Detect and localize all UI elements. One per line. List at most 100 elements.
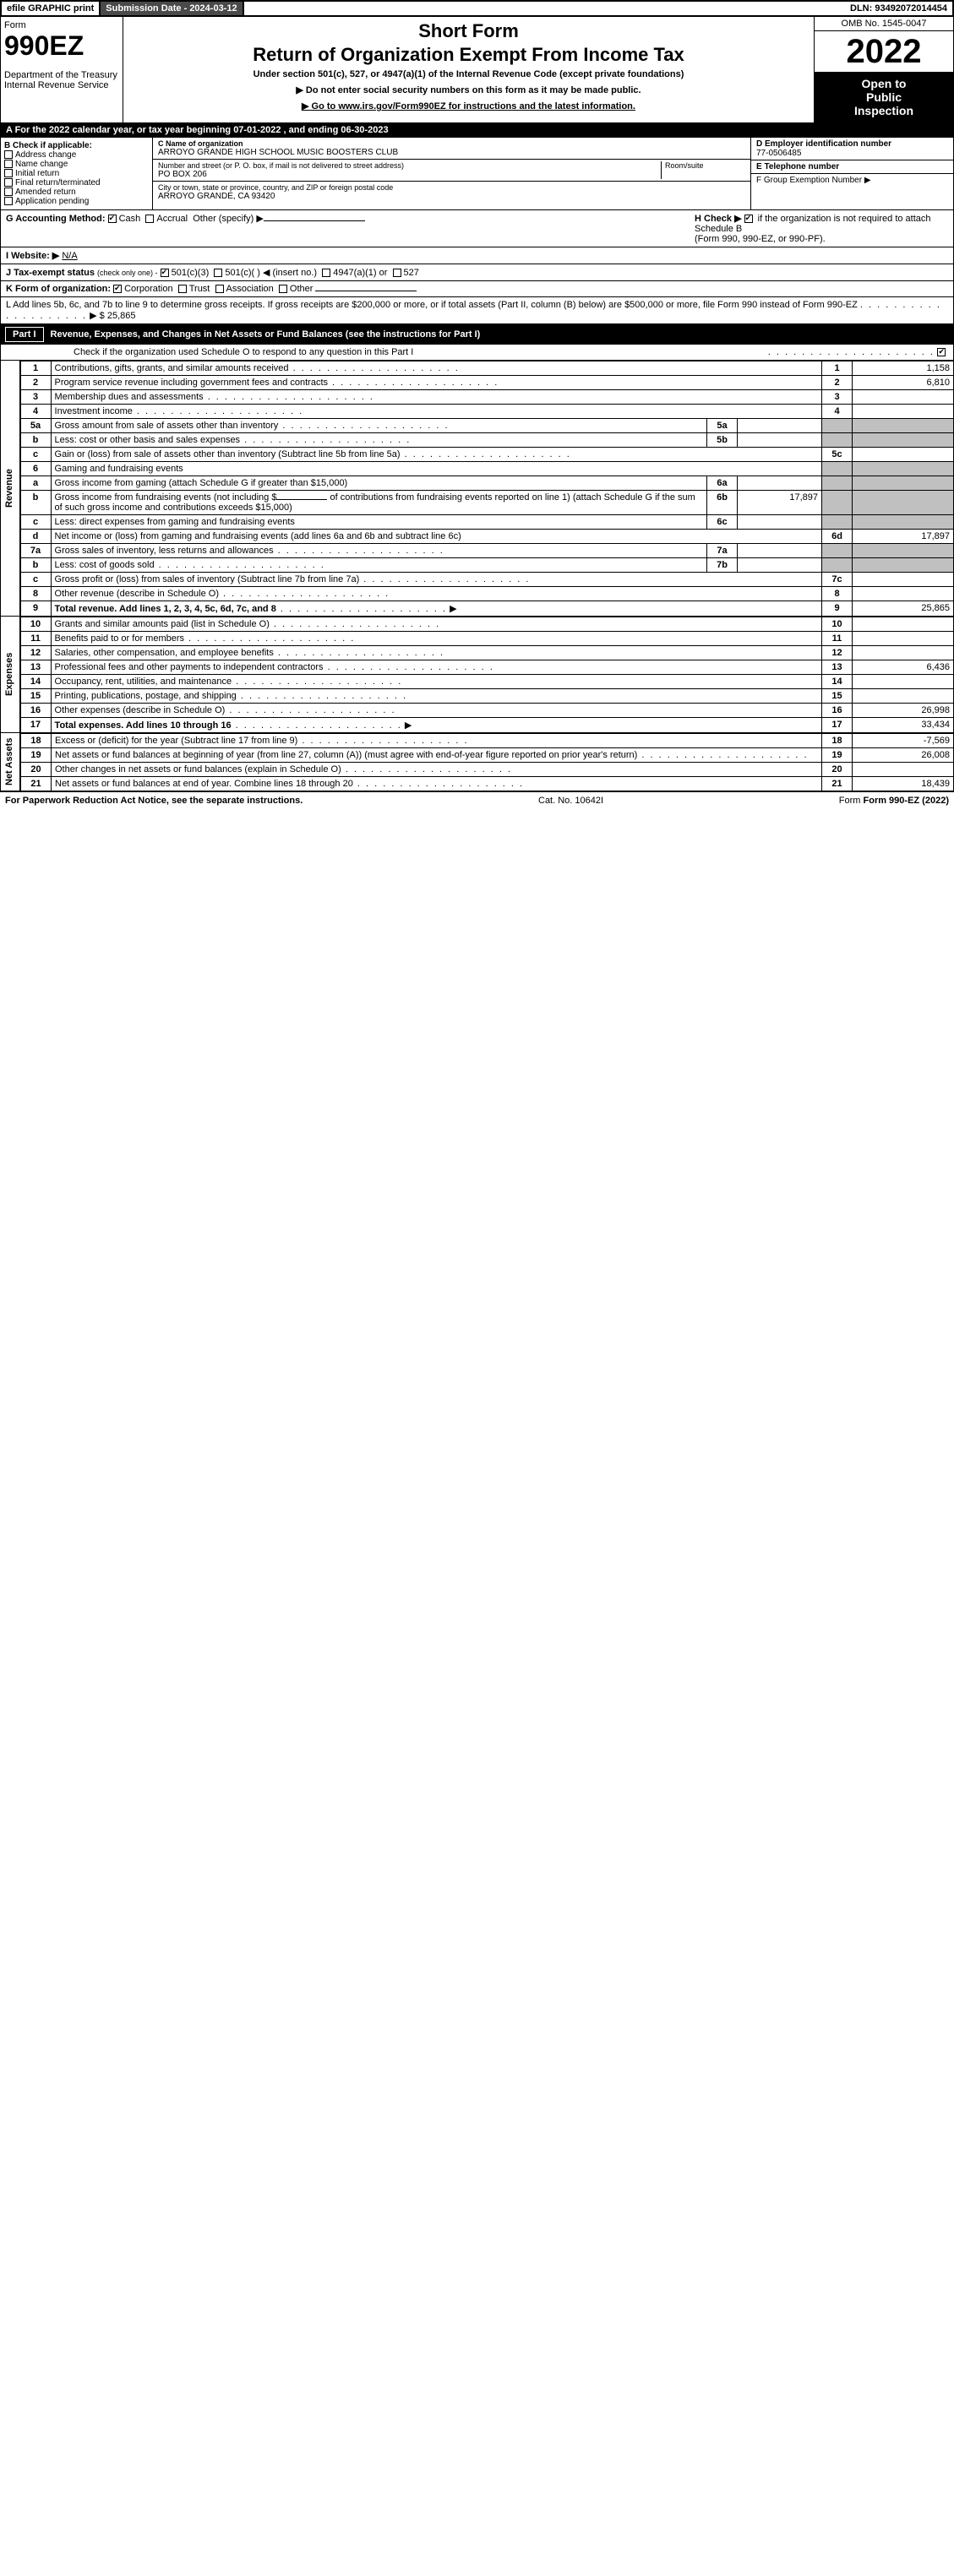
part-1-check-o: Check if the organization used Schedule … [0, 345, 954, 361]
form-label: Form [4, 20, 119, 30]
h-check[interactable] [744, 215, 753, 223]
c-street-value: PO BOX 206 [158, 170, 661, 179]
section-bcd: B Check if applicable: Address change Na… [0, 138, 954, 210]
line-17: 17Total expenses. Add lines 10 through 1… [20, 718, 953, 733]
c-room-label: Room/suite [665, 161, 745, 170]
g-cash-check[interactable] [108, 215, 117, 223]
k-assoc-check[interactable] [215, 285, 224, 293]
c-street-cell: Number and street (or P. O. box, if mail… [153, 160, 750, 182]
g-label: G Accounting Method: [6, 214, 106, 224]
j-label: J Tax-exempt status [6, 268, 95, 278]
header-right: OMB No. 1545-0047 2022 Open to Public In… [814, 17, 953, 122]
part-1-label: Part I [5, 327, 44, 342]
instr-ssn: ▶ Do not enter social security numbers o… [127, 84, 810, 95]
title-return: Return of Organization Exempt From Incom… [127, 44, 810, 66]
line-6d: dNet income or (loss) from gaming and fu… [20, 530, 953, 544]
c-name-label: C Name of organization [158, 139, 745, 148]
line-2: 2Program service revenue including gover… [20, 376, 953, 390]
d-ein-value: 77-0506485 [756, 149, 948, 158]
top-bar: efile GRAPHIC print Submission Date - 20… [0, 0, 954, 17]
line-6c: cLess: direct expenses from gaming and f… [20, 515, 953, 530]
subtitle: Under section 501(c), 527, or 4947(a)(1)… [127, 69, 810, 79]
h-schedule-b: H Check ▶ if the organization is not req… [695, 213, 948, 244]
b-opt-initial[interactable]: Initial return [4, 169, 149, 178]
row-a-tax-year: A For the 2022 calendar year, or tax yea… [0, 123, 954, 138]
line-11: 11Benefits paid to or for members11 [20, 632, 953, 646]
form-number: 990EZ [4, 30, 119, 62]
line-15: 15Printing, publications, postage, and s… [20, 689, 953, 704]
part-1-checkbox[interactable] [937, 348, 946, 356]
i-value: N/A [62, 251, 77, 261]
g-accrual-check[interactable] [145, 215, 154, 223]
netassets-table: 18Excess or (deficit) for the year (Subt… [20, 733, 954, 791]
j-501c3-check[interactable] [161, 269, 169, 277]
g-other-input[interactable] [264, 220, 365, 221]
expenses-table: 10Grants and similar amounts paid (list … [20, 617, 954, 733]
expenses-section: Expenses 10Grants and similar amounts pa… [0, 617, 954, 733]
line-21: 21Net assets or fund balances at end of … [21, 777, 954, 791]
col-c-org-info: C Name of organization ARROYO GRANDE HIG… [153, 138, 750, 209]
open-line-3: Inspection [818, 104, 950, 117]
header-left: Form 990EZ Department of the Treasury In… [1, 17, 123, 122]
side-expenses: Expenses [0, 617, 20, 733]
c-city-label: City or town, state or province, country… [158, 183, 745, 192]
line-16: 16Other expenses (describe in Schedule O… [20, 704, 953, 718]
k-other-check[interactable] [279, 285, 287, 293]
part-1-header: Part I Revenue, Expenses, and Changes in… [0, 324, 954, 345]
line-4: 4Investment income4 [20, 405, 953, 419]
side-revenue: Revenue [0, 361, 20, 617]
line-10: 10Grants and similar amounts paid (list … [20, 617, 953, 632]
part-1-heading: Revenue, Expenses, and Changes in Net As… [51, 329, 481, 340]
open-line-1: Open to [818, 77, 950, 90]
omb-number: OMB No. 1545-0047 [815, 17, 953, 31]
l-value: 25,865 [107, 311, 136, 321]
row-j-status: J Tax-exempt status (check only one) - 5… [0, 264, 954, 281]
j-4947-check[interactable] [322, 269, 330, 277]
dept-line-2: Internal Revenue Service [4, 80, 119, 90]
line-18: 18Excess or (deficit) for the year (Subt… [21, 734, 954, 748]
line-13: 13Professional fees and other payments t… [20, 660, 953, 675]
line-20: 20Other changes in net assets or fund ba… [21, 763, 954, 777]
line-8: 8Other revenue (describe in Schedule O)8 [20, 587, 953, 601]
col-b-checkboxes: B Check if applicable: Address change Na… [1, 138, 153, 209]
b-opt-address[interactable]: Address change [4, 150, 149, 160]
j-527-check[interactable] [393, 269, 401, 277]
line-5c: cGain or (loss) from sale of assets othe… [20, 448, 953, 462]
line-12: 12Salaries, other compensation, and empl… [20, 646, 953, 660]
b-label: B Check if applicable: [4, 141, 149, 150]
d-tel-cell: E Telephone number [751, 160, 953, 174]
title-short-form: Short Form [127, 20, 810, 42]
d-ein-cell: D Employer identification number 77-0506… [751, 138, 953, 160]
line-6: 6Gaming and fundraising events [20, 462, 953, 476]
tax-year: 2022 [815, 31, 953, 72]
efile-label: efile GRAPHIC print [2, 2, 101, 15]
j-501c-check[interactable] [214, 269, 222, 277]
instr-link-text[interactable]: ▶ Go to www.irs.gov/Form990EZ for instru… [302, 101, 635, 111]
footer-right: Form Form 990-EZ (2022) [839, 796, 949, 806]
d-tel-label: E Telephone number [756, 162, 948, 171]
c-name-cell: C Name of organization ARROYO GRANDE HIG… [153, 138, 750, 160]
h-text1: H Check ▶ [695, 214, 742, 224]
k-trust-check[interactable] [178, 285, 187, 293]
b-opt-amended[interactable]: Amended return [4, 187, 149, 197]
header-center: Short Form Return of Organization Exempt… [123, 17, 814, 122]
line-14: 14Occupancy, rent, utilities, and mainte… [20, 675, 953, 689]
line-5a: 5aGross amount from sale of assets other… [20, 419, 953, 433]
line-3: 3Membership dues and assessments3 [20, 390, 953, 405]
h-text3: (Form 990, 990-EZ, or 990-PF). [695, 234, 826, 244]
row-gh: G Accounting Method: Cash Accrual Other … [0, 210, 954, 247]
netassets-section: Net Assets 18Excess or (deficit) for the… [0, 733, 954, 791]
b-opt-name[interactable]: Name change [4, 160, 149, 169]
k-corp-check[interactable] [113, 285, 122, 293]
row-i-website: I Website: ▶ N/A [0, 247, 954, 264]
k-label: K Form of organization: [6, 284, 111, 294]
part-1-check-text: Check if the organization used Schedule … [6, 347, 413, 357]
b-opt-pending[interactable]: Application pending [4, 197, 149, 206]
c-street-label: Number and street (or P. O. box, if mail… [158, 161, 661, 170]
g-accounting: G Accounting Method: Cash Accrual Other … [6, 213, 365, 224]
col-d-ids: D Employer identification number 77-0506… [750, 138, 953, 209]
line-7b: bLess: cost of goods sold7b [20, 558, 953, 573]
b-opt-final[interactable]: Final return/terminated [4, 178, 149, 187]
side-netassets: Net Assets [0, 733, 20, 791]
d-grp-label: F Group Exemption Number ▶ [756, 176, 948, 185]
